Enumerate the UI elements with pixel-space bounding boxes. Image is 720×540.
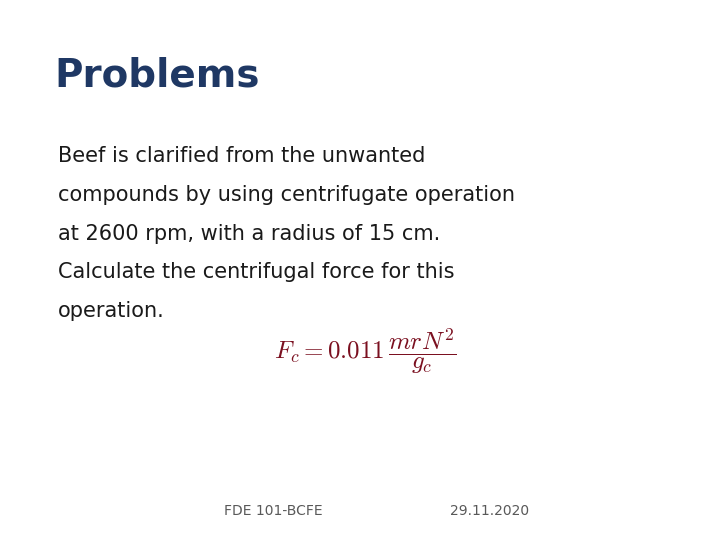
Text: Problems: Problems: [54, 57, 259, 94]
Text: Calculate the centrifugal force for this: Calculate the centrifugal force for this: [58, 262, 454, 282]
Text: $F_c = 0.011\,\dfrac{mrN^2}{g_c}$: $F_c = 0.011\,\dfrac{mrN^2}{g_c}$: [274, 326, 456, 376]
Text: Beef is clarified from the unwanted: Beef is clarified from the unwanted: [58, 146, 425, 166]
Text: at 2600 rpm, with a radius of 15 cm.: at 2600 rpm, with a radius of 15 cm.: [58, 224, 440, 244]
Text: compounds by using centrifugate operation: compounds by using centrifugate operatio…: [58, 185, 515, 205]
Text: operation.: operation.: [58, 301, 164, 321]
Text: 5: 5: [9, 96, 19, 110]
Text: FDE 101-BCFE: FDE 101-BCFE: [225, 504, 323, 518]
Text: 29.11.2020: 29.11.2020: [450, 504, 529, 518]
